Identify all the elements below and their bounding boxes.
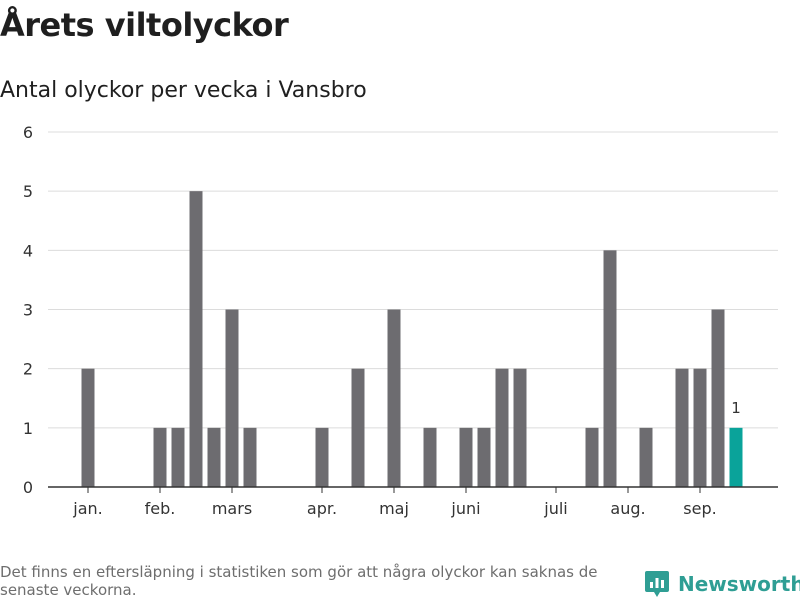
x-tick-label: maj [379, 499, 409, 518]
y-tick-label: 0 [23, 478, 33, 497]
bar [513, 368, 527, 487]
bar [423, 427, 437, 487]
y-tick-label: 4 [23, 241, 33, 260]
bar [81, 368, 95, 487]
bar [189, 191, 203, 487]
newsworthy-logo-icon [645, 571, 669, 597]
footnote: Det finns en eftersläpning i statistiken… [0, 563, 598, 599]
x-tick-label: apr. [307, 499, 337, 518]
bar [225, 309, 239, 487]
x-tick-label: mars [212, 499, 252, 518]
bar [315, 427, 329, 487]
bar [495, 368, 509, 487]
bar [243, 427, 257, 487]
y-tick-label: 3 [23, 301, 33, 320]
newsworthy-logo: Newsworthy [644, 569, 800, 599]
brand-name: Newsworthy [678, 572, 800, 596]
x-tick-label: juni [450, 499, 480, 518]
x-tick-label: aug. [610, 499, 645, 518]
chart-title: Årets viltolyckor [0, 6, 289, 44]
bar [171, 427, 185, 487]
y-tick-label: 5 [23, 182, 33, 201]
bar [387, 309, 401, 487]
bar [351, 368, 365, 487]
y-tick-label: 2 [23, 360, 33, 379]
x-tick-label: sep. [683, 499, 716, 518]
x-tick-label: jan. [72, 499, 102, 518]
bar [693, 368, 707, 487]
y-tick-label: 1 [23, 419, 33, 438]
bar [459, 427, 473, 487]
bar-chart: 0 1 2 3 4 5 6 1 jan. feb. mars apr. maj juni juli aug. s… [23, 123, 778, 518]
bar-value-label: 1 [731, 399, 741, 417]
bar [585, 427, 599, 487]
x-tick-label: feb. [145, 499, 176, 518]
bar [153, 427, 167, 487]
y-tick-label: 6 [23, 123, 33, 142]
bar [207, 427, 221, 487]
bar [477, 427, 491, 487]
bar [711, 309, 725, 487]
bar [639, 427, 653, 487]
bar [675, 368, 689, 487]
bar [603, 250, 617, 487]
x-tick-label: juli [543, 499, 567, 518]
bar-highlight [729, 427, 743, 487]
chart-subtitle: Antal olyckor per vecka i Vansbro [0, 78, 367, 103]
